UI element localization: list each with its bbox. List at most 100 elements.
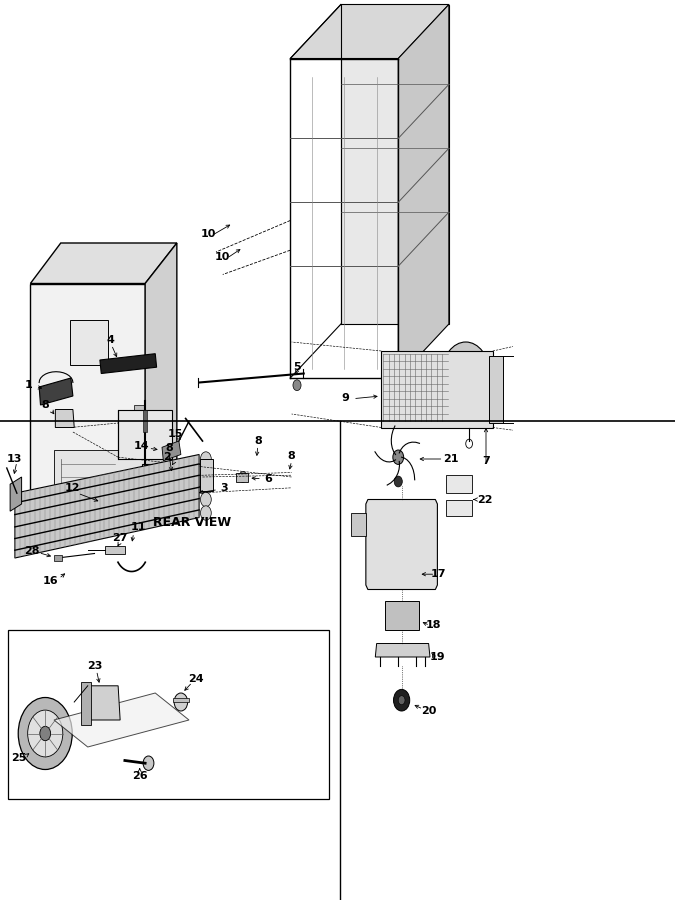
- Polygon shape: [54, 450, 145, 526]
- Circle shape: [143, 756, 154, 770]
- Circle shape: [399, 247, 404, 254]
- Circle shape: [398, 696, 405, 705]
- Polygon shape: [143, 410, 147, 432]
- Polygon shape: [162, 441, 181, 461]
- Text: 8: 8: [165, 443, 173, 454]
- Text: 6: 6: [265, 473, 273, 484]
- Text: 14: 14: [134, 441, 150, 452]
- Circle shape: [171, 489, 178, 498]
- Polygon shape: [10, 477, 22, 511]
- Circle shape: [396, 608, 407, 623]
- Polygon shape: [105, 546, 125, 554]
- Text: 25: 25: [11, 752, 26, 763]
- Polygon shape: [70, 320, 108, 365]
- Bar: [8, 630, 329, 799]
- Circle shape: [181, 497, 188, 506]
- Text: 8: 8: [288, 451, 296, 462]
- Text: 21: 21: [443, 454, 458, 464]
- Polygon shape: [173, 698, 189, 702]
- Circle shape: [167, 475, 194, 511]
- Text: 24: 24: [188, 674, 204, 685]
- Polygon shape: [145, 243, 177, 526]
- Text: 18: 18: [426, 620, 441, 631]
- Text: 20: 20: [421, 706, 436, 716]
- Text: 17: 17: [431, 569, 446, 580]
- Polygon shape: [142, 464, 202, 486]
- Polygon shape: [375, 644, 430, 657]
- Text: 2: 2: [163, 452, 171, 463]
- Circle shape: [174, 693, 188, 711]
- Text: 1: 1: [24, 380, 32, 391]
- Polygon shape: [489, 356, 503, 423]
- Text: 9: 9: [342, 392, 350, 403]
- Text: 11: 11: [131, 521, 146, 532]
- Circle shape: [28, 710, 63, 757]
- Circle shape: [40, 726, 51, 741]
- Polygon shape: [81, 682, 91, 725]
- Circle shape: [200, 479, 211, 493]
- Text: 12: 12: [65, 482, 80, 493]
- Circle shape: [239, 472, 247, 482]
- Circle shape: [454, 357, 478, 390]
- Polygon shape: [446, 500, 472, 516]
- Circle shape: [399, 166, 404, 174]
- Text: 7: 7: [482, 455, 490, 466]
- Circle shape: [399, 327, 404, 334]
- Circle shape: [387, 380, 396, 391]
- Circle shape: [293, 380, 301, 391]
- Circle shape: [200, 506, 211, 520]
- Polygon shape: [446, 475, 472, 493]
- Circle shape: [18, 698, 72, 770]
- Circle shape: [466, 439, 472, 448]
- Circle shape: [174, 481, 181, 490]
- Text: 8: 8: [41, 400, 49, 410]
- Circle shape: [388, 526, 415, 562]
- Text: 26: 26: [132, 770, 148, 781]
- Circle shape: [181, 481, 188, 490]
- Circle shape: [200, 492, 211, 507]
- Text: 27: 27: [113, 533, 128, 544]
- Text: REAR VIEW: REAR VIEW: [153, 516, 232, 528]
- Text: 13: 13: [7, 454, 22, 464]
- Polygon shape: [385, 601, 418, 630]
- Text: 3: 3: [220, 482, 228, 493]
- Text: 4: 4: [106, 335, 114, 346]
- Polygon shape: [290, 4, 449, 59]
- Polygon shape: [118, 410, 172, 459]
- Polygon shape: [200, 459, 213, 490]
- Polygon shape: [39, 378, 73, 405]
- Text: 8: 8: [254, 436, 262, 446]
- Polygon shape: [381, 351, 493, 428]
- Polygon shape: [366, 500, 437, 590]
- Text: 10: 10: [215, 251, 230, 262]
- Circle shape: [184, 489, 191, 498]
- Polygon shape: [30, 284, 145, 526]
- Polygon shape: [134, 405, 145, 418]
- Circle shape: [200, 452, 211, 466]
- Text: 22: 22: [477, 494, 492, 505]
- Text: 5: 5: [293, 362, 301, 373]
- Text: 16: 16: [43, 575, 59, 586]
- Polygon shape: [341, 4, 449, 324]
- Polygon shape: [398, 4, 449, 378]
- Polygon shape: [54, 693, 189, 747]
- Polygon shape: [30, 243, 177, 284]
- Text: 15: 15: [168, 428, 183, 439]
- Polygon shape: [55, 410, 74, 427]
- Circle shape: [174, 497, 181, 506]
- Circle shape: [399, 87, 404, 94]
- Polygon shape: [351, 513, 366, 536]
- Circle shape: [442, 342, 489, 405]
- Polygon shape: [100, 354, 157, 373]
- Circle shape: [378, 513, 425, 576]
- Polygon shape: [236, 472, 248, 482]
- Circle shape: [393, 450, 404, 464]
- Polygon shape: [15, 454, 199, 558]
- Text: 23: 23: [87, 661, 102, 671]
- Text: 19: 19: [429, 652, 446, 662]
- Polygon shape: [88, 686, 120, 720]
- Circle shape: [394, 476, 402, 487]
- Polygon shape: [54, 555, 62, 561]
- Text: 28: 28: [24, 545, 39, 556]
- Circle shape: [200, 465, 211, 480]
